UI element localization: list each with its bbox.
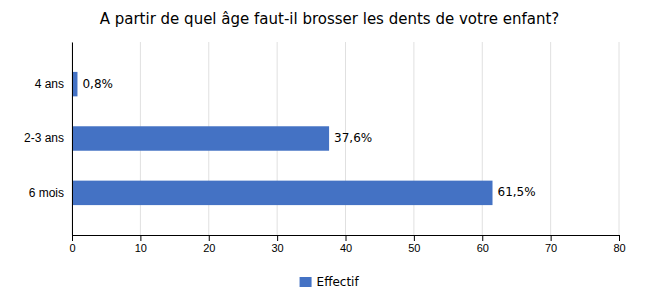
grid-line (72, 42, 73, 235)
data-label: 0,8% (82, 77, 113, 91)
tick-mark (414, 235, 415, 241)
tick-mark (72, 235, 73, 241)
data-labels: 61,5% 37,6% 0,8% (82, 77, 535, 200)
tick: 20 (203, 235, 215, 254)
tick: 60 (477, 235, 489, 254)
tick: 2-3 ans (24, 131, 72, 145)
legend-item: Effectif (300, 275, 360, 289)
tick: 0 (69, 235, 75, 254)
grid-line (413, 42, 414, 235)
y-axis: 6 mois 2-3 ans 4 ans (24, 43, 73, 236)
tick-label: 10 (135, 242, 147, 254)
grid (72, 42, 619, 235)
tick-label: 50 (408, 242, 420, 254)
legend: Effectif (300, 275, 360, 289)
title: A partir de quel âge faut-il brosser les… (100, 10, 560, 28)
tick-mark (482, 235, 483, 241)
bars (72, 72, 493, 205)
tick-label: 20 (203, 242, 215, 254)
grid-line (482, 42, 483, 235)
tick-label: 80 (613, 242, 625, 254)
tick-label: 40 (340, 242, 352, 254)
plot: 0 10 20 30 40 50 60 70 80 6 mois 2-3 ans 4 ans 61,5%… (24, 42, 626, 254)
data-label: 61,5% (498, 185, 536, 199)
tick: 4 ans (35, 77, 72, 91)
tick-mark (551, 235, 552, 241)
tick: 50 (408, 235, 420, 254)
tick-mark (277, 235, 278, 241)
tick-label: 2-3 ans (24, 131, 64, 145)
grid-line (550, 42, 551, 235)
tick: 10 (135, 235, 147, 254)
x-axis: 0 10 20 30 40 50 60 70 80 (69, 235, 625, 254)
tick: 30 (272, 235, 284, 254)
tick-mark (619, 235, 620, 241)
axis-line (72, 43, 73, 236)
tick-label: 60 (477, 242, 489, 254)
tick-label: 6 mois (29, 186, 64, 200)
tick-label: 70 (545, 242, 557, 254)
tick-label: 0 (69, 242, 75, 254)
tick: 80 (613, 235, 625, 254)
axis-line (73, 236, 620, 242)
legend-label: Effectif (317, 275, 360, 289)
tick: 70 (545, 235, 557, 254)
tick-mark (346, 235, 347, 241)
legend-swatch (300, 277, 312, 287)
tick-label: 30 (272, 242, 284, 254)
tick-mark (140, 235, 141, 241)
bar (72, 126, 329, 150)
tick-mark (209, 235, 210, 241)
tick: 6 mois (29, 186, 72, 200)
tick-label: 4 ans (35, 77, 64, 91)
grid-line (619, 42, 620, 235)
chart: A partir de quel âge faut-il brosser les… (0, 0, 659, 297)
bar (72, 181, 493, 205)
tick: 40 (340, 235, 352, 254)
data-label: 37,6% (334, 131, 372, 145)
